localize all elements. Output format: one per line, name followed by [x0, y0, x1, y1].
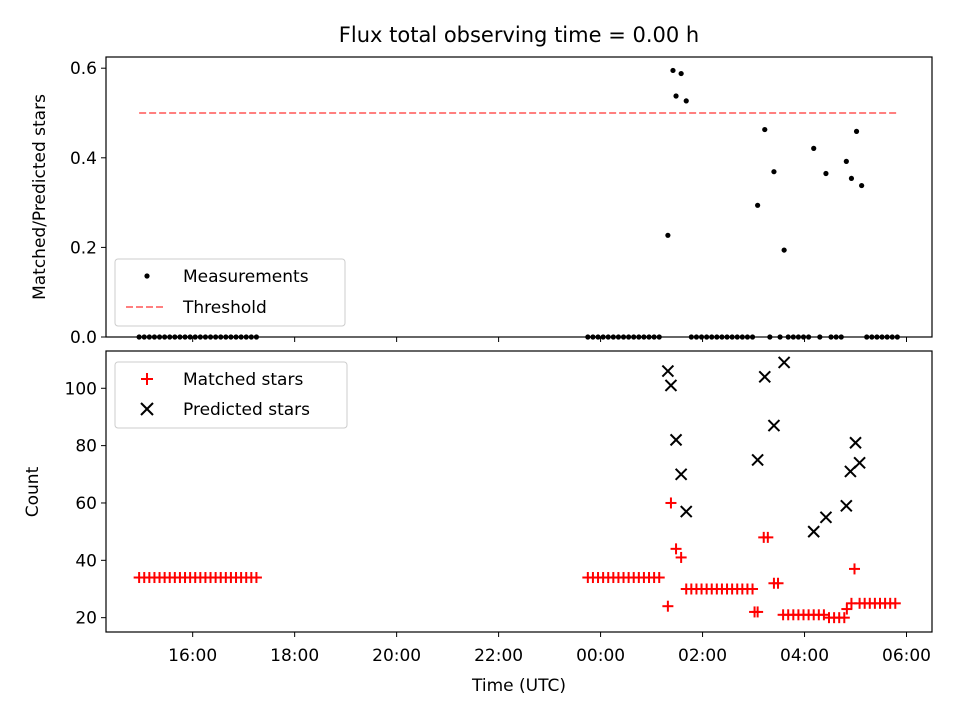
measurement-point	[823, 170, 829, 177]
bottom-x-ticks: 16:00 18:00 20:00 22:00 00:00 02:00 04:00 06:00	[168, 632, 931, 666]
top-legend-box	[114, 258, 346, 327]
bottom-legend: Matched stars Predicted stars	[114, 361, 348, 429]
matched-star-point	[675, 551, 687, 563]
predicted-star-point	[664, 379, 678, 392]
legend-predicted-marker	[140, 402, 154, 416]
measurement-point	[859, 182, 865, 189]
chart-title: Flux total observing time = 0.00 h	[339, 23, 699, 47]
matched-star-point	[772, 577, 784, 589]
predicted-star-point	[680, 505, 693, 518]
x-tick-label-4: 00:00	[576, 646, 625, 666]
top-x-ticks	[192, 337, 908, 342]
top-y-tick-label-1: 0.2	[70, 238, 97, 258]
matched-star-point	[752, 606, 764, 618]
x-tick-label-5: 02:00	[678, 646, 727, 666]
measurement-point	[673, 93, 679, 99]
predicted-star-point	[674, 468, 688, 481]
top-plot-frame	[105, 56, 933, 338]
bottom-y-tick-label-0: 20	[75, 609, 97, 629]
top-y-axis-label: Matched/Predicted stars	[30, 94, 50, 300]
measurement-point	[771, 169, 777, 175]
top-legend: Measurements Threshold	[114, 258, 346, 327]
measurement-point	[755, 202, 761, 208]
measurement-point	[781, 247, 787, 253]
x-tick-label-0: 16:00	[168, 646, 217, 666]
legend-predicted-label: Predicted stars	[183, 400, 310, 420]
predicted-star-point	[767, 419, 781, 432]
measurement-point	[670, 67, 676, 74]
predicted-star-point	[777, 356, 791, 369]
legend-matched-label: Matched stars	[183, 370, 303, 390]
legend-measurements-marker	[144, 273, 150, 279]
measurement-point	[665, 232, 671, 238]
bottom-legend-box	[114, 361, 348, 429]
matched-star-point	[848, 563, 860, 575]
bottom-y-tick-label-1: 40	[75, 551, 97, 571]
bottom-y-axis-label: Count	[23, 466, 43, 517]
top-y-tick-label-3: 0.6	[70, 59, 97, 79]
top-panel: 0.0 0.2 0.4 0.6 Matched/Predicted stars Mea…	[30, 56, 933, 348]
bottom-y-tick-label-4: 100	[65, 379, 97, 399]
legend-measurements-label: Measurements	[183, 267, 309, 287]
measurement-point	[811, 145, 817, 151]
matched-star-point	[838, 612, 850, 624]
bottom-y-tick-label-2: 60	[75, 494, 97, 514]
matched-star-point	[250, 572, 262, 584]
bottom-y-tick-label-3: 80	[75, 437, 97, 457]
measurement-point	[762, 126, 768, 133]
matched-star-point	[665, 497, 677, 509]
predicted-star-point	[853, 456, 866, 470]
predicted-star-point	[849, 436, 862, 449]
matched-star-point	[670, 543, 682, 555]
bottom-panel: 16:00 18:00 20:00 22:00 00:00 02:00 04:00 06:00…	[23, 350, 933, 696]
matched-star-point	[762, 531, 774, 543]
matched-star-point	[841, 603, 853, 615]
bottom-y-ticks: 20 40 60 80 100	[65, 379, 106, 629]
x-tick-label-6: 04:00	[780, 646, 829, 666]
predicted-star-point	[669, 433, 683, 447]
matched-star-point	[747, 583, 759, 595]
predicted-star-point	[661, 364, 675, 378]
x-tick-label-1: 18:00	[270, 646, 319, 666]
predicted-star-point	[751, 453, 764, 467]
measurement-point	[848, 175, 855, 182]
legend-matched-marker	[141, 373, 153, 385]
x-tick-label-2: 20:00	[372, 646, 421, 666]
matched-star-point	[653, 572, 665, 584]
measurement-point	[843, 158, 849, 164]
predicted-star-point	[758, 370, 771, 384]
top-y-tick-label-0: 0.0	[70, 328, 97, 348]
predicted-star-point	[840, 499, 853, 513]
x-tick-label-3: 22:00	[474, 646, 523, 666]
bottom-marks	[133, 356, 901, 624]
predicted-star-point	[807, 525, 820, 538]
x-axis-label: Time (UTC)	[471, 676, 566, 696]
measurement-point	[853, 128, 860, 134]
top-y-tick-label-2: 0.4	[70, 149, 97, 169]
legend-threshold-label: Threshold	[182, 298, 267, 318]
top-y-ticks: 0.0 0.2 0.4 0.6	[70, 59, 106, 348]
matched-star-point	[889, 597, 901, 609]
predicted-star-point	[819, 511, 833, 524]
matched-star-point	[662, 600, 674, 612]
measurement-point	[683, 98, 689, 104]
measurement-point	[678, 70, 684, 77]
x-tick-label-7: 06:00	[882, 646, 931, 666]
bottom-plot-frame	[105, 350, 933, 633]
